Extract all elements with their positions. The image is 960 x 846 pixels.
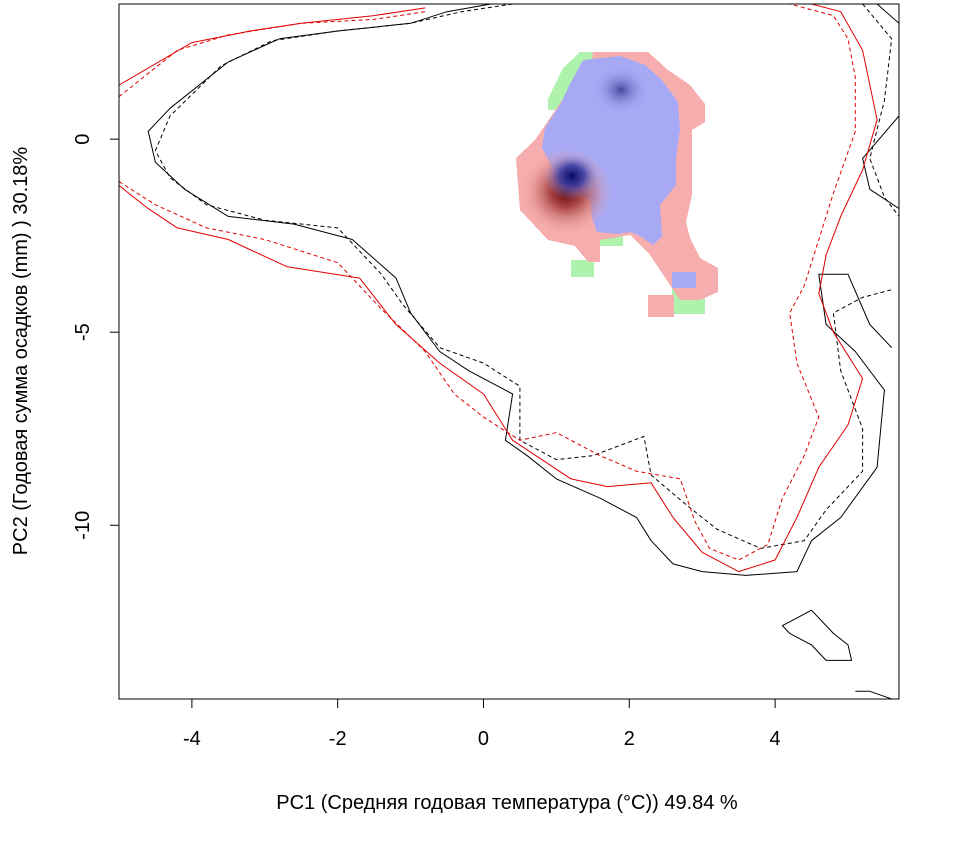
x-tick-label: 2	[624, 728, 635, 750]
y-axis-title: PC2 (Годовая сумма осадков (mm) ) 30.18%	[10, 147, 32, 556]
y-axis: 0 -5 -10	[72, 134, 119, 540]
x-tick-label: -4	[183, 728, 201, 750]
plot-frame	[118, 3, 900, 700]
contour-line-2	[154, 4, 892, 549]
x-tick-label: -2	[329, 728, 347, 750]
density-peak-blue	[593, 66, 649, 114]
density-peak-navy	[544, 152, 600, 200]
y-tick-label: -5	[72, 323, 94, 341]
x-axis: -4 -2 0 2 4	[183, 699, 781, 750]
x-axis-title: PC1 (Средняя годовая температура (°C)) 4…	[276, 792, 738, 814]
contour-line-7	[855, 690, 892, 699]
y-tick-label: -10	[72, 511, 94, 540]
y-tick-label: 0	[72, 134, 94, 145]
contour-line-4	[876, 4, 899, 24]
contour-line-1	[147, 4, 893, 576]
contour-line-8	[119, 7, 426, 86]
contour-line-10	[119, 11, 426, 98]
niche-raster	[516, 52, 718, 317]
contour-line-9	[119, 4, 878, 573]
contour-line-3	[862, 4, 899, 217]
blue-cells	[542, 56, 696, 288]
contour-lines	[119, 4, 899, 699]
x-tick-label: 4	[770, 728, 781, 750]
contour-line-6	[781, 609, 853, 661]
x-tick-label: 0	[478, 728, 489, 750]
contour-line-11	[119, 4, 856, 561]
contour-line-5	[862, 115, 899, 210]
